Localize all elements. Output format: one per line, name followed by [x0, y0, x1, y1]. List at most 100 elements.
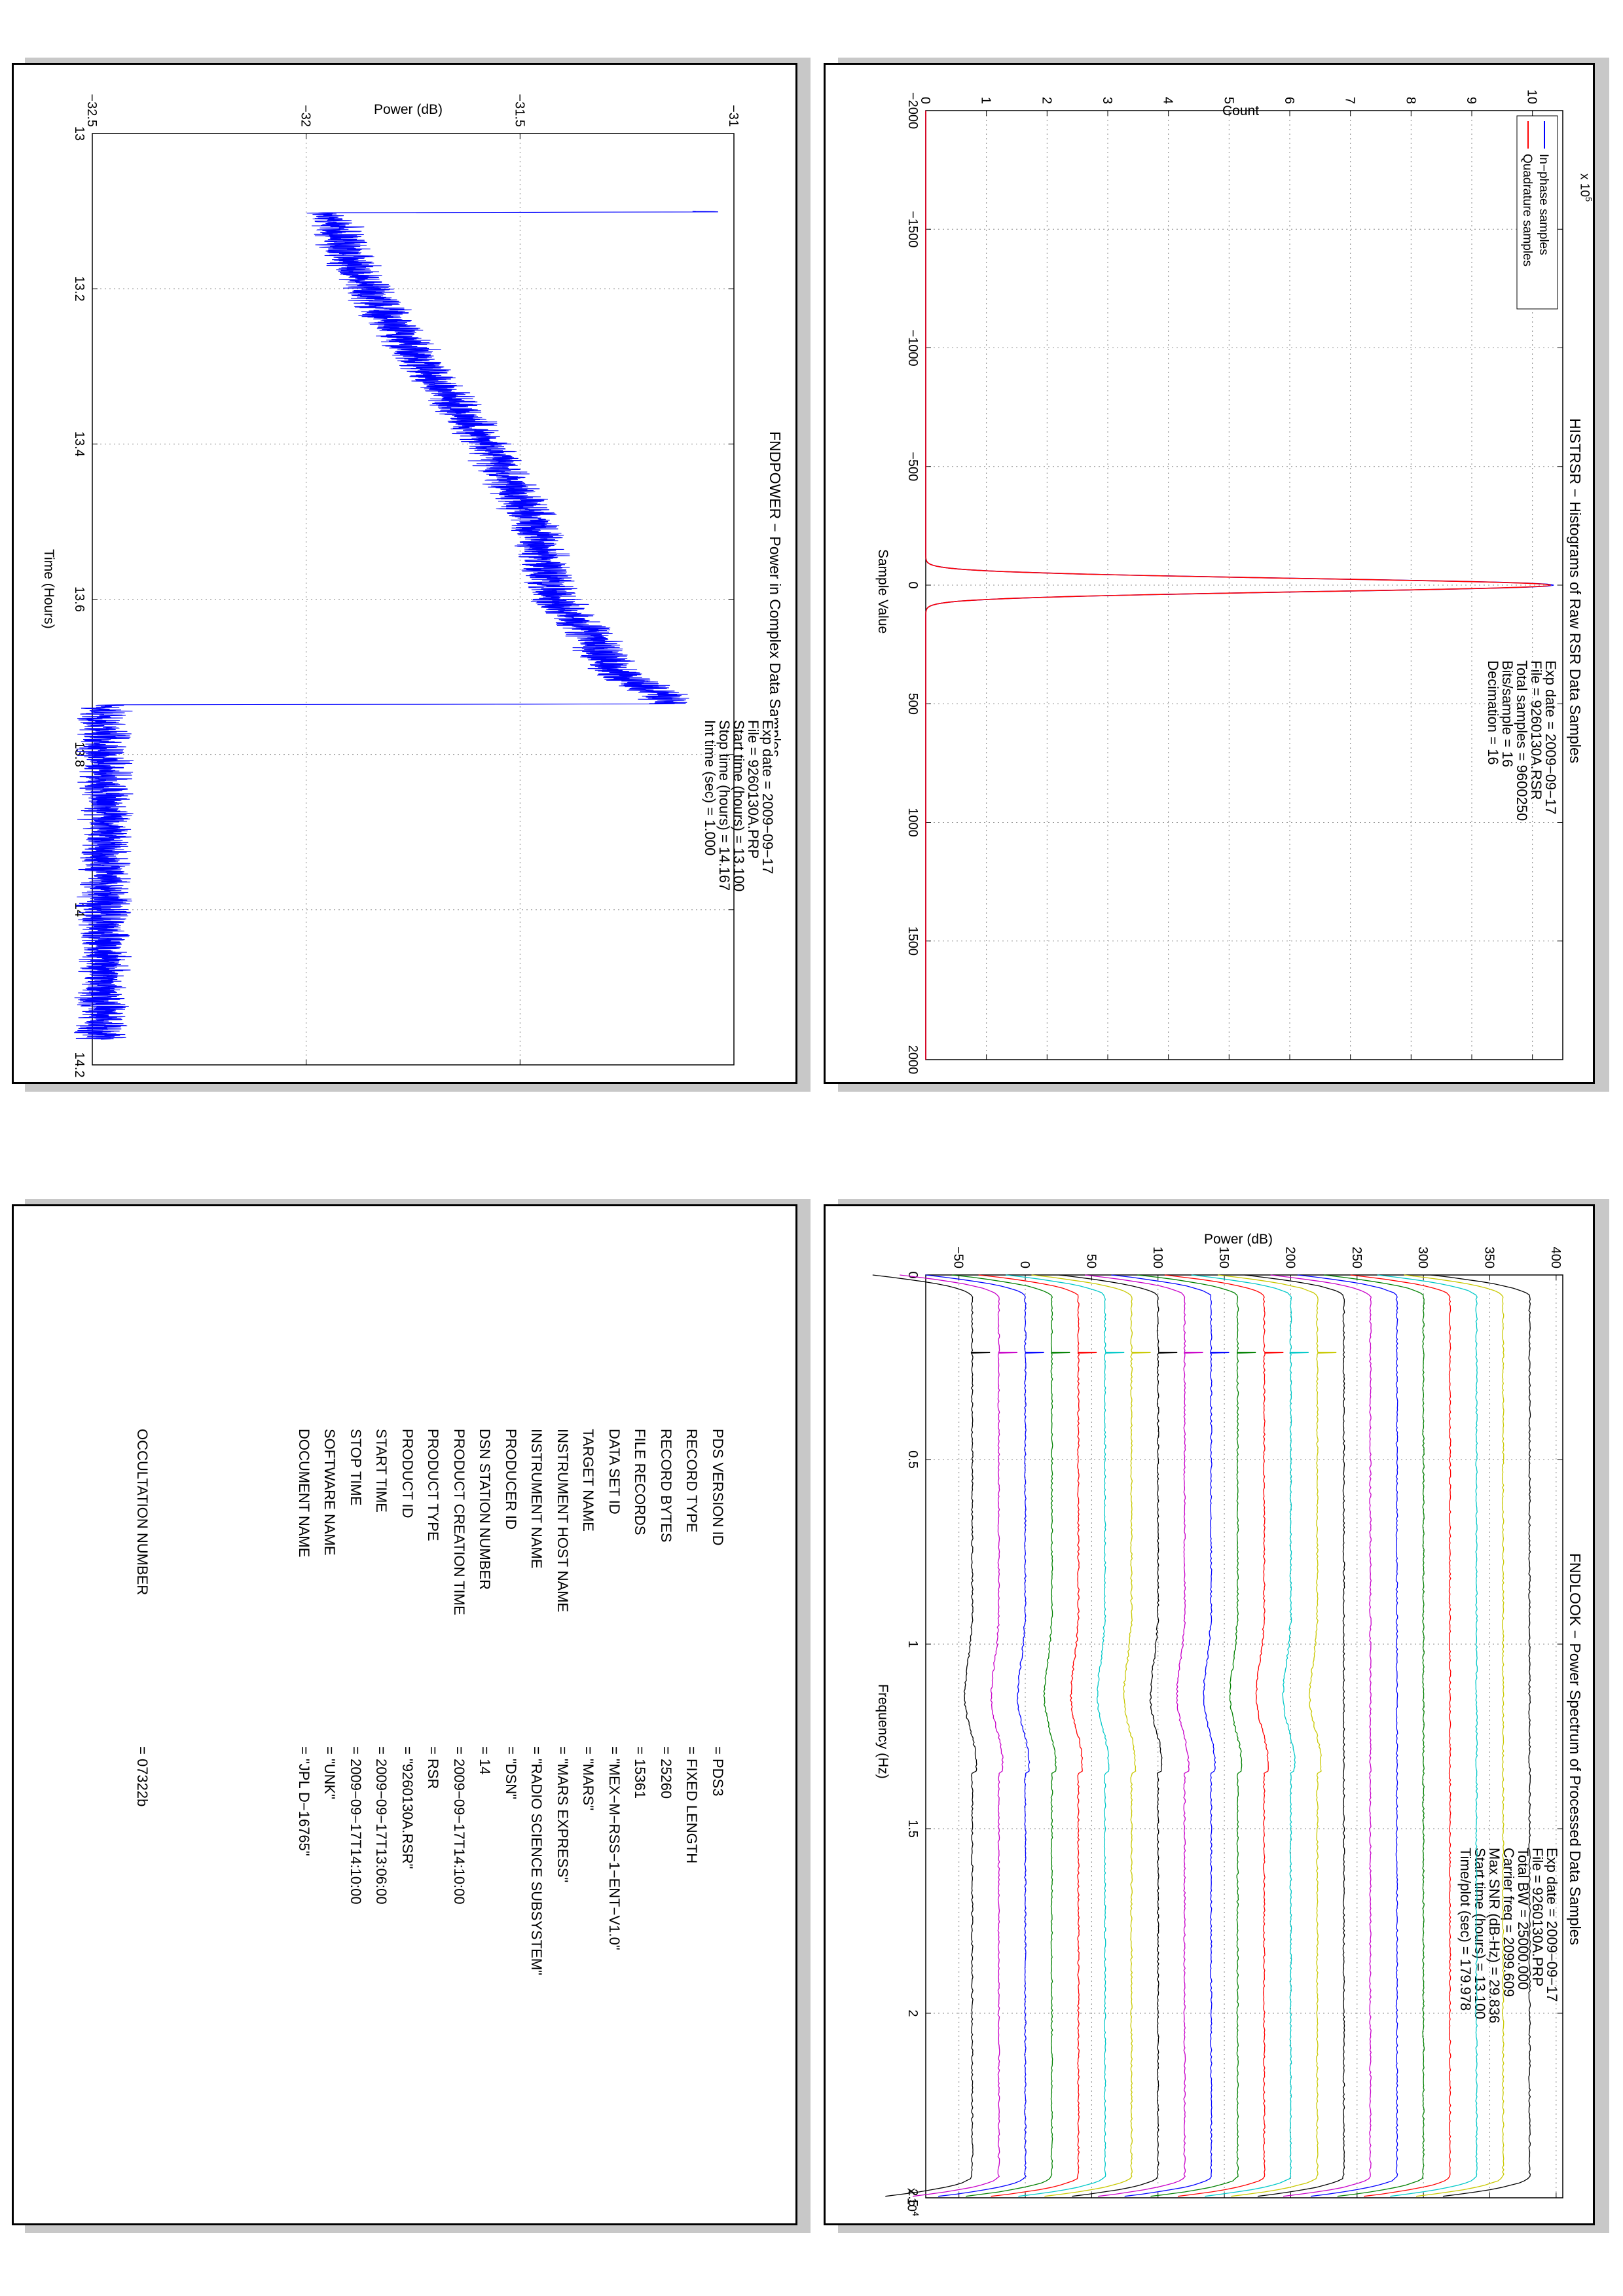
- fndlook-ytick-label: 200: [1283, 1247, 1297, 1268]
- histrsr-legend-box: [1516, 115, 1558, 310]
- occultation-number-key: OCCULTATION NUMBER: [134, 1429, 151, 1596]
- fndpower-xtick-label: 14.2: [72, 1052, 86, 1078]
- pds-label-value: = "MEX−M−RSS−1−ENT−V1.0": [606, 1746, 623, 1950]
- pds-label-key: SOFTWARE NAME: [321, 1429, 338, 1556]
- pds-label-panel: PDS VERSION ID = PDS3 RECORD TYPE = FIXED L…: [12, 1204, 797, 2225]
- pds-label-key: PRODUCT TYPE: [425, 1429, 442, 1541]
- histrsr-ytick-label: 10: [1525, 90, 1539, 104]
- histrsr-series-line: [925, 111, 1554, 1060]
- pds-label-key: PDS VERSION ID: [710, 1429, 726, 1546]
- fndlook-series-line: [1377, 1274, 1478, 2197]
- pds-label-key: PRODUCT ID: [399, 1429, 416, 1518]
- fndlook-series-line: [1431, 1274, 1531, 2197]
- pds-label-key: FILE RECORDS: [632, 1429, 649, 1535]
- fndpower-xtick-label: 14: [72, 903, 86, 917]
- pds-label-key: RECORD BYTES: [658, 1429, 674, 1543]
- histrsr-xtick-label: −1000: [905, 329, 920, 366]
- pds-label-value: = "DSN": [503, 1746, 519, 1800]
- fndlook-series-line: [1085, 1274, 1203, 2197]
- fndlook-ytick-label: 350: [1482, 1247, 1497, 1268]
- fndlook-ytick-label: 0: [1017, 1261, 1032, 1268]
- pds-label-key: PRODUCER ID: [503, 1429, 519, 1530]
- histrsr-ytick-label: 8: [1403, 97, 1417, 104]
- fndlook-series-line: [1191, 1274, 1309, 2197]
- fndlook-series-line: [1350, 1274, 1451, 2197]
- histrsr-ytick-label: 4: [1161, 97, 1175, 104]
- fndlook-series-line: [872, 1274, 991, 2197]
- fndlook-ytick-label: 150: [1216, 1247, 1231, 1268]
- fndlook-axes-box: [925, 1274, 1563, 2198]
- fndlook-series-line: [1244, 1274, 1345, 2197]
- occultation-number-value: = 07322b: [134, 1746, 151, 1807]
- fndpower-ytick-label: −32.5: [84, 94, 99, 127]
- fndlook-series-line: [1031, 1274, 1151, 2197]
- pds-label-value: = RSR: [425, 1746, 442, 1789]
- fndpower-xtick-label: 13.2: [72, 276, 86, 302]
- fndlook-xtick-label: 2.5: [905, 2189, 920, 2207]
- histrsr-xtick-label: 1500: [905, 927, 920, 956]
- pds-label-key: DATA SET ID: [606, 1429, 623, 1515]
- fndlook-series-line: [978, 1274, 1097, 2197]
- histrsr-xtick-label: 0: [905, 581, 920, 588]
- fndlook-ytick-label: 400: [1548, 1247, 1563, 1268]
- pds-label-value: = "9260130A.RSR": [399, 1746, 416, 1869]
- fndlook-series-line: [1164, 1274, 1284, 2197]
- fndlook-panel: FNDLOOK − Power Spectrum of Processed Da…: [824, 1204, 1595, 2225]
- fndlook-series-line: [1059, 1274, 1178, 2197]
- pds-label-value: = 2009−09−17T14:10:00: [348, 1746, 364, 1905]
- fndpower-panel: FNDPOWER − Power in Complex Data Samples…: [12, 63, 797, 1084]
- pds-label-value: = 25260: [658, 1746, 674, 1799]
- fndlook-ytick-label: 250: [1349, 1247, 1364, 1268]
- pds-label-key: RECORD TYPE: [684, 1429, 701, 1533]
- fndpower-plot: 13 13.2 13.4 13.6 13.8 14 14.2 −32.5 −32 −31.5 −31: [72, 94, 740, 1078]
- fndlook-series-line: [1297, 1274, 1398, 2197]
- pds-label-key: STOP TIME: [348, 1429, 364, 1506]
- histrsr-xtick-label: 500: [905, 693, 920, 715]
- fndlook-series-line: [1404, 1274, 1504, 2197]
- pds-label-value: = FIXED LENGTH: [684, 1746, 701, 1864]
- histrsr-xtick-label: −2000: [905, 92, 920, 129]
- fndlook-xtick-label: 1: [905, 1640, 920, 1647]
- histrsr-xtick-label: −500: [905, 452, 920, 481]
- fndpower-axes-box: [92, 133, 735, 1066]
- fndlook-ytick-label: −50: [951, 1246, 966, 1268]
- histrsr-xtick-label: 1000: [905, 808, 920, 837]
- histrsr-ytick-label: 1: [979, 97, 993, 104]
- fndlook-series-line: [1324, 1274, 1425, 2197]
- histrsr-panel: HISTRSR − Histograms of Raw RSR Data Sam…: [824, 63, 1595, 1084]
- histrsr-plot: −2000 −1500 −1000 −500 0 500 1000 1500 2000 0 1 2 3 4…: [905, 90, 1563, 1074]
- fndpower-xtick-label: 13: [72, 126, 86, 141]
- fndlook-xtick-label: 0.5: [905, 1450, 920, 1469]
- pds-label-key: DOCUMENT NAME: [296, 1429, 312, 1558]
- histrsr-legend-label: In−phase samples: [1537, 154, 1550, 255]
- fndlook-series-line: [951, 1274, 1070, 2197]
- pds-label-value: = 2009−09−17T13:06:00: [373, 1746, 390, 1905]
- pds-label-value: = "JPL D−16765": [296, 1746, 312, 1856]
- fndpower-series-line: [74, 211, 719, 1040]
- fndpower-ytick-label: −31.5: [512, 94, 526, 127]
- histrsr-ytick-label: 0: [918, 97, 932, 104]
- pds-label-value: = 2009−09−17T14:10:00: [451, 1746, 467, 1905]
- fndpower-xtick-label: 13.6: [72, 586, 86, 612]
- fndlook-plot: 0 0.5 1 1.5 2 2.5 −50 0 50 100 150 200 250 300 350 400: [872, 1246, 1563, 2207]
- histrsr-ytick-label: 5: [1221, 97, 1235, 104]
- pds-label-key: INSTRUMENT NAME: [528, 1429, 545, 1569]
- pds-label-value: = "MARS EXPRESS": [555, 1746, 571, 1883]
- pds-label-value: = "MARS": [580, 1746, 597, 1811]
- fndlook-series-line: [1006, 1274, 1125, 2197]
- fndlook-xtick-label: 0: [905, 1271, 920, 1278]
- histrsr-ytick-label: 6: [1282, 97, 1296, 104]
- pds-label-value: = PDS3: [710, 1746, 726, 1797]
- fndlook-ytick-label: 50: [1084, 1254, 1098, 1268]
- fndlook-xtick-label: 2: [905, 2009, 920, 2017]
- fndlook-series-line: [1111, 1274, 1230, 2197]
- fndlook-ytick-label: 100: [1150, 1247, 1165, 1268]
- pds-label-value: = 14: [477, 1746, 494, 1775]
- fndlook-series-line: [900, 1274, 1018, 2197]
- pds-label-key: PRODUCT CREATION TIME: [451, 1429, 467, 1615]
- histrsr-ytick-label: 2: [1039, 97, 1053, 104]
- pds-label-key: START TIME: [373, 1429, 390, 1513]
- histrsr-ytick-label: 9: [1464, 97, 1478, 104]
- histrsr-ytick-label: 7: [1343, 97, 1357, 104]
- pds-label-key: TARGET NAME: [580, 1429, 597, 1532]
